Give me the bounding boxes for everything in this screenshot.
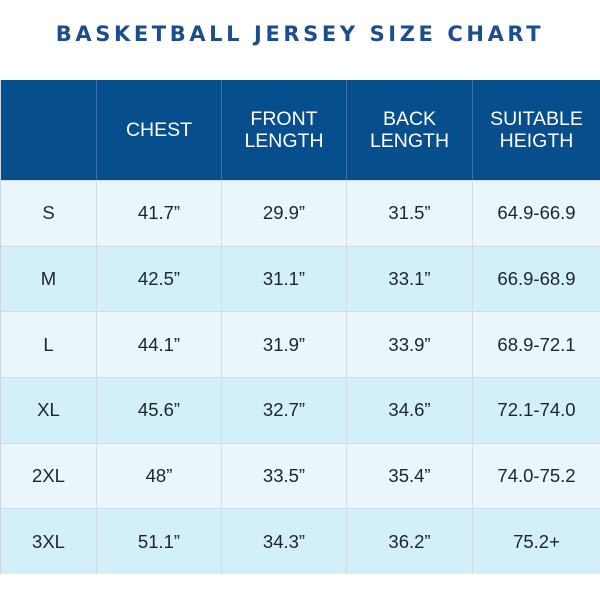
back-length-cell: 31.5” — [347, 180, 473, 246]
header-blank-cell — [1, 80, 97, 180]
height-cell: 75.2+ — [473, 508, 600, 574]
chest-cell: 44.1” — [97, 311, 222, 377]
size-cell: L — [1, 311, 97, 377]
size-cell: 3XL — [1, 508, 97, 574]
back-length-cell: 36.2” — [347, 508, 473, 574]
header-label: BACK LENGTH — [369, 108, 450, 152]
size-cell: M — [1, 245, 97, 312]
front-length-cell: 31.9” — [222, 311, 347, 377]
header-label: FRONT LENGTH — [244, 108, 324, 152]
page-title: BASKETBALL JERSEY SIZE CHART — [55, 22, 545, 46]
front-length-cell: 34.3” — [222, 508, 347, 574]
front-length-cell: 31.1” — [222, 245, 347, 312]
height-cell: 66.9-68.9 — [473, 245, 600, 312]
back-length-cell: 35.4” — [347, 442, 473, 509]
front-length-cell: 29.9” — [222, 180, 347, 246]
height-cell: 68.9-72.1 — [473, 311, 600, 377]
size-cell: XL — [1, 376, 97, 443]
header-label: CHEST — [125, 119, 193, 141]
front-length-cell: 32.7” — [222, 376, 347, 443]
chest-cell: 51.1” — [97, 508, 222, 574]
back-length-cell: 34.6” — [347, 376, 473, 443]
back-length-cell: 33.1” — [347, 245, 473, 312]
size-cell: S — [1, 180, 97, 246]
header-suitable-height: SUITABLE HEIGTH — [473, 80, 600, 180]
chest-cell: 42.5” — [97, 245, 222, 312]
header-label: SUITABLE HEIGTH — [490, 108, 583, 152]
header-chest: CHEST — [97, 80, 222, 180]
header-back-length: BACK LENGTH — [347, 80, 473, 180]
size-chart-table: CHEST FRONT LENGTH BACK LENGTH SUITABLE … — [0, 80, 600, 574]
front-length-cell: 33.5” — [222, 442, 347, 509]
height-cell: 72.1-74.0 — [473, 376, 600, 443]
chest-cell: 45.6” — [97, 376, 222, 443]
height-cell: 74.0-75.2 — [473, 442, 600, 509]
size-cell: 2XL — [1, 442, 97, 509]
header-front-length: FRONT LENGTH — [222, 80, 347, 180]
back-length-cell: 33.9” — [347, 311, 473, 377]
height-cell: 64.9-66.9 — [473, 180, 600, 246]
chest-cell: 48” — [97, 442, 222, 509]
chest-cell: 41.7” — [97, 180, 222, 246]
